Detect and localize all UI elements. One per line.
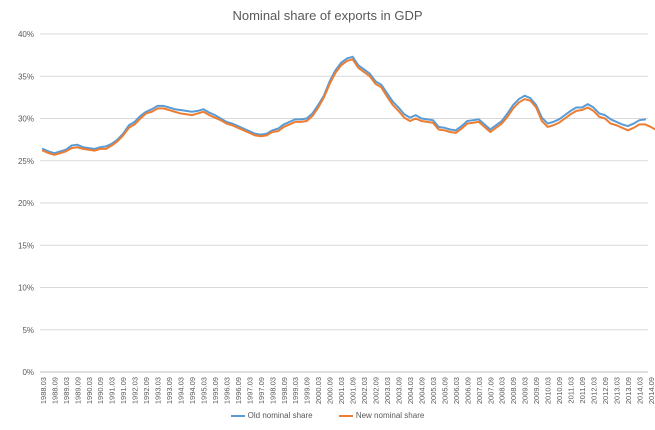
series-line-old-nominal-share [41, 55, 647, 155]
x-tick-label: 1990.03 [85, 377, 94, 404]
x-tick-label: 2006.09 [463, 377, 472, 404]
y-tick-label: 35% [18, 72, 34, 81]
x-tick-label: 2012.03 [590, 377, 599, 404]
x-tick-label: 2007.03 [475, 377, 484, 404]
x-tick-label: 1996.03 [222, 377, 231, 404]
x-tick-label: 1993.03 [154, 377, 163, 404]
x-tick-label: 2000.03 [314, 377, 323, 404]
x-tick-label: 2001.03 [337, 377, 346, 404]
x-tick-label: 1994.09 [188, 377, 197, 404]
x-tick-label: 1995.03 [199, 377, 208, 404]
x-tick-label: 2003.03 [383, 377, 392, 404]
x-tick-label: 2007.09 [486, 377, 495, 404]
x-tick-label: 2002.03 [360, 377, 369, 404]
x-tick-label: 2004.03 [406, 377, 415, 404]
x-tick-label: 1999.09 [303, 377, 312, 404]
legend-label-new: New nominal share [355, 411, 425, 420]
x-tick-label: 1997.09 [257, 377, 266, 404]
y-tick-label: 10% [18, 284, 34, 293]
x-tick-label: 2012.09 [601, 377, 610, 404]
x-tick-label: 1990.09 [96, 377, 105, 404]
x-tick-label: 2013.09 [624, 377, 633, 404]
y-tick-label: 15% [18, 241, 34, 250]
x-tick-label: 1998.09 [280, 377, 289, 404]
chart-title: Nominal share of exports in GDP [232, 8, 423, 23]
x-tick-label: 2014.03 [635, 377, 644, 404]
x-tick-label: 2011.09 [578, 377, 587, 404]
x-tick-label: 2005.03 [429, 377, 438, 404]
legend-label-old: Old nominal share [247, 411, 313, 420]
series-line-new-nominal-share [41, 58, 655, 156]
x-tick-label: 2000.09 [326, 377, 335, 404]
x-tick-label: 1989.09 [73, 377, 82, 404]
x-tick-label: 2009.09 [532, 377, 541, 404]
x-tick-label: 1995.09 [211, 377, 220, 404]
x-tick-label: 1993.09 [165, 377, 174, 404]
x-tick-label: 2001.09 [349, 377, 358, 404]
y-tick-label: 20% [18, 199, 34, 208]
x-tick-label: 1988.09 [50, 377, 59, 404]
x-tick-label: 1988.03 [39, 377, 48, 404]
x-tick-label: 1994.03 [177, 377, 186, 404]
x-tick-label: 2002.09 [372, 377, 381, 404]
legend-swatch-new [338, 414, 353, 417]
x-tick-label: 2014.09 [647, 377, 655, 404]
legend-swatch-old [230, 414, 245, 417]
x-tick-label: 1999.03 [291, 377, 300, 404]
y-tick-label: 30% [18, 115, 34, 124]
x-tick-label: 2004.09 [417, 377, 426, 404]
x-tick-label: 2013.03 [612, 377, 621, 404]
x-tick-label: 1991.09 [119, 377, 128, 404]
x-tick-label: 1996.09 [234, 377, 243, 404]
y-tick-label: 5% [22, 326, 34, 335]
x-tick-label: 1997.03 [245, 377, 254, 404]
x-tick-label: 1991.03 [108, 377, 117, 404]
x-tick-label: 2008.09 [509, 377, 518, 404]
legend-item-new: New nominal share [338, 411, 425, 420]
x-tick-label: 1989.03 [62, 377, 71, 404]
x-tick-label: 1992.03 [131, 377, 140, 404]
y-tick-label: 0% [22, 368, 34, 377]
x-tick-label: 2005.09 [440, 377, 449, 404]
x-tick-label: 2008.03 [498, 377, 507, 404]
x-tick-label: 2011.03 [567, 377, 576, 404]
x-tick-label: 2010.09 [555, 377, 564, 404]
x-tick-label: 2009.03 [521, 377, 530, 404]
y-tick-label: 40% [18, 30, 34, 39]
x-tick-label: 2010.03 [544, 377, 553, 404]
x-tick-label: 2006.03 [452, 377, 461, 404]
legend-item-old: Old nominal share [230, 411, 313, 420]
legend: Old nominal share New nominal share [0, 411, 655, 420]
x-tick-label: 1992.09 [142, 377, 151, 404]
x-tick-label: 2003.09 [394, 377, 403, 404]
y-tick-label: 25% [18, 157, 34, 166]
x-tick-label: 1998.03 [268, 377, 277, 404]
